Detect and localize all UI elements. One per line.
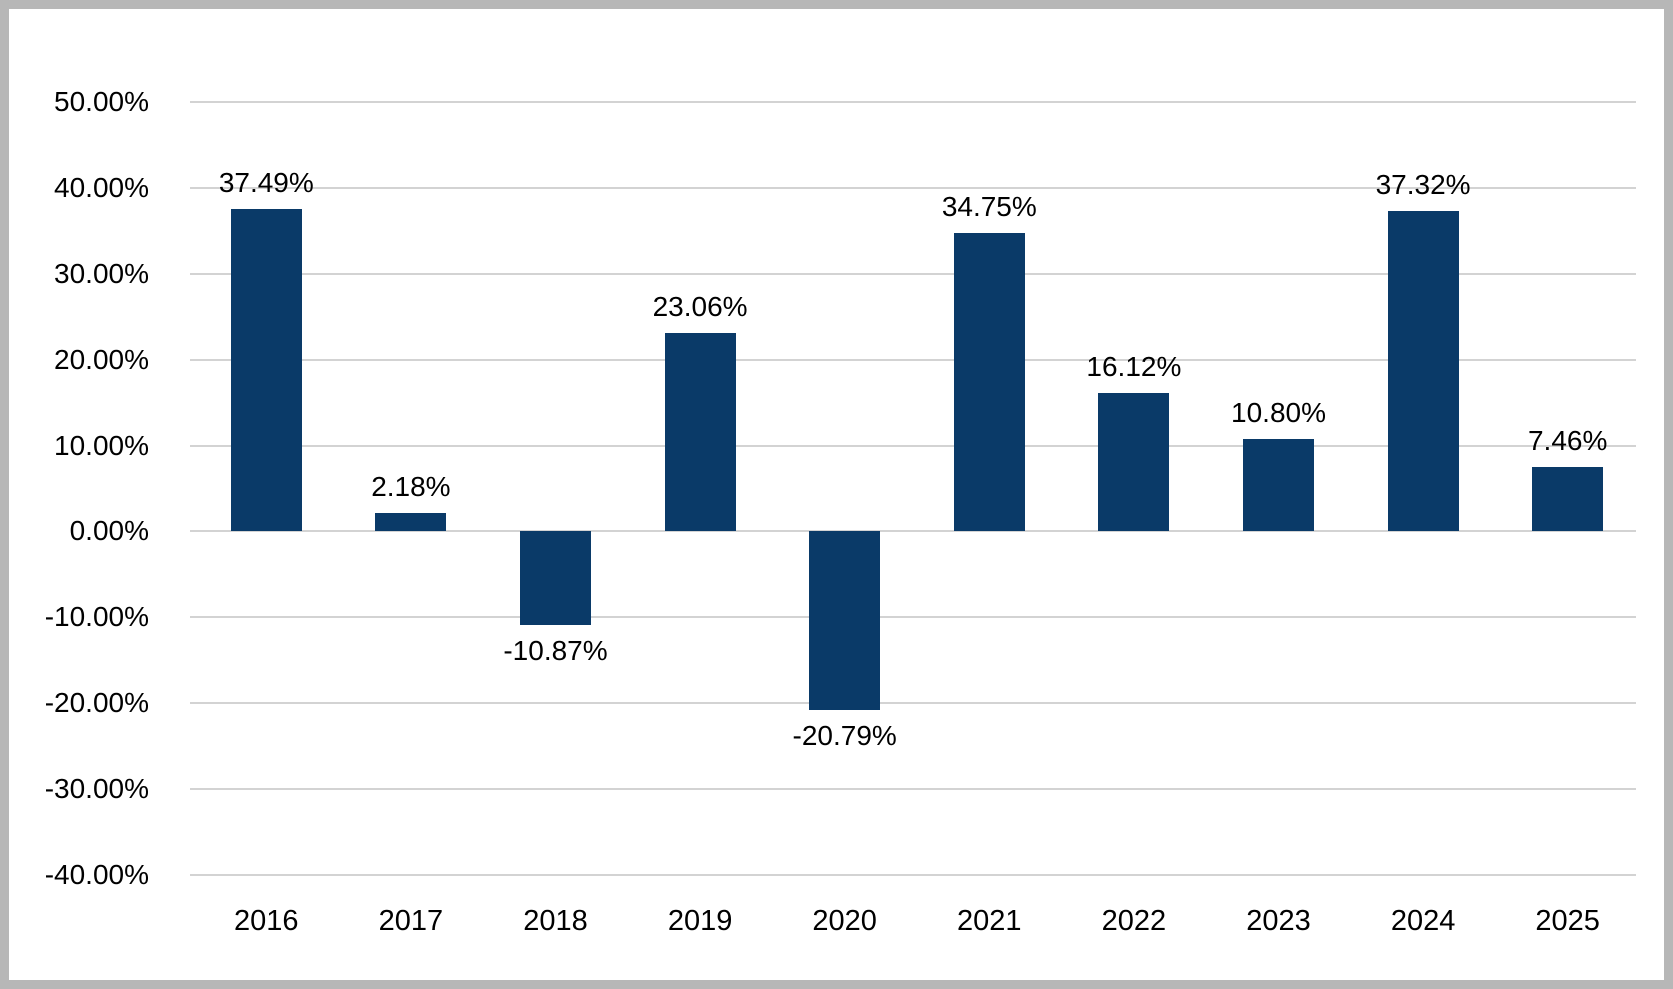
data-label: 23.06% [652, 291, 748, 323]
y-axis-tick-label: 20.00% [54, 343, 149, 375]
y-axis-tick-label: -10.00% [44, 601, 149, 633]
bar-2023[interactable] [1243, 438, 1314, 532]
gridline [190, 101, 1636, 103]
gridline [190, 186, 1636, 189]
gridline [190, 444, 1636, 447]
y-axis-tick-label: -40.00% [44, 859, 149, 890]
x-axis-label: 2024 [1390, 905, 1456, 937]
y-axis-tick-label: 10.00% [54, 429, 149, 461]
gridline [190, 616, 1636, 619]
data-label: 10.80% [1231, 396, 1326, 428]
x-axis-label: 2023 [1246, 905, 1311, 937]
y-axis-tick-label: -30.00% [44, 773, 149, 805]
gridline [190, 874, 1636, 876]
data-label: 37.32% [1375, 168, 1471, 200]
bar-2017[interactable] [375, 512, 447, 532]
bar-2016[interactable] [230, 209, 302, 532]
x-axis-label: 2021 [957, 905, 1022, 937]
bar-2024[interactable] [1387, 210, 1459, 532]
y-axis-tick-label: 40.00% [54, 171, 149, 203]
y-axis-tick-label: 0.00% [69, 515, 149, 547]
x-axis-label: 2020 [812, 905, 877, 937]
data-label: 2.18% [371, 470, 451, 502]
gridline [190, 530, 1636, 533]
bar-2021[interactable] [953, 232, 1025, 532]
x-axis-label: 2022 [1101, 905, 1167, 937]
data-label: -10.87% [503, 634, 608, 666]
x-axis-label: 2016 [234, 905, 299, 937]
y-axis-tick-label: 50.00% [54, 86, 149, 117]
bar-2018[interactable] [520, 531, 591, 625]
bar-2020[interactable] [809, 531, 881, 710]
y-axis-tick-label: 30.00% [54, 257, 149, 289]
x-axis-label: 2017 [378, 905, 444, 937]
x-axis-label: 2018 [523, 905, 588, 937]
gridline [190, 358, 1636, 361]
x-axis-label: 2019 [667, 905, 733, 937]
bar-2019[interactable] [664, 333, 736, 532]
data-label: -20.79% [792, 720, 897, 751]
data-label: 34.75% [941, 190, 1037, 222]
bar-2022[interactable] [1098, 392, 1170, 532]
bar-2025[interactable] [1532, 467, 1604, 532]
x-axis-label: 2025 [1535, 905, 1600, 937]
data-label: 37.49% [218, 167, 314, 199]
data-label: 7.46% [1527, 425, 1608, 457]
data-label: 16.12% [1086, 350, 1182, 382]
gridline [190, 788, 1636, 791]
y-axis-tick-label: -20.00% [44, 687, 149, 719]
gridline [190, 272, 1636, 275]
gridline [190, 702, 1636, 705]
